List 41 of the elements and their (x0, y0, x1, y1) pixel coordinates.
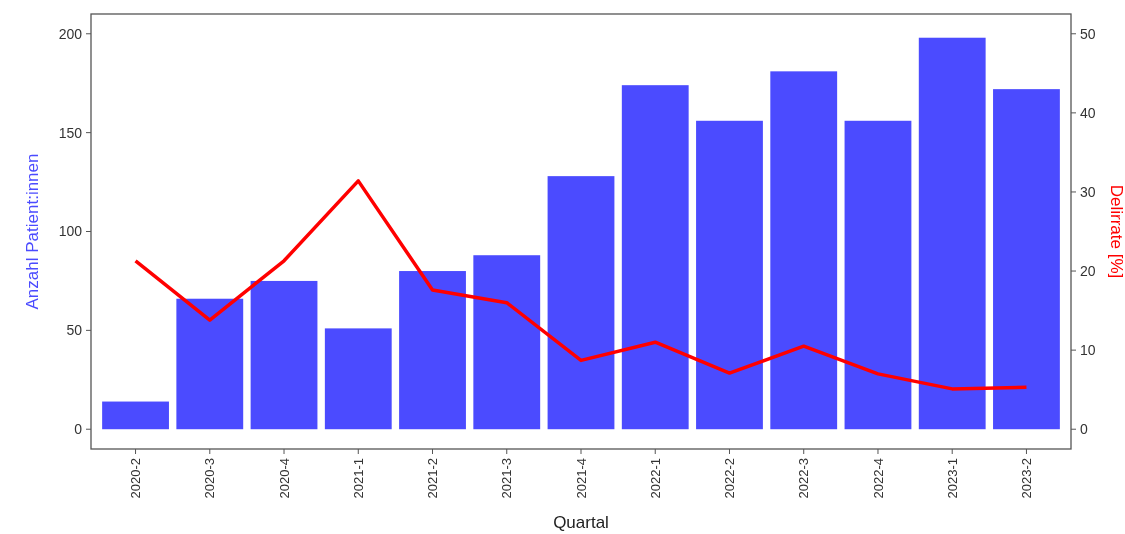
line-series (133, 179, 1029, 391)
x-tick-label: 2021-3 (499, 458, 515, 499)
bar (324, 328, 392, 430)
bar (399, 271, 466, 430)
x-tick-label: 2020-2 (128, 458, 144, 499)
bar (621, 85, 689, 430)
bar (547, 176, 615, 430)
bar (993, 89, 1060, 430)
x-tick-label: 2020-3 (202, 458, 218, 499)
y2-axis-title: Delirrate [%] (1107, 184, 1125, 279)
y2-tick-label: 30 (1080, 183, 1096, 200)
x-axis-title: Quartal (553, 513, 609, 532)
y-tick-label: 100 (58, 223, 83, 240)
x-tick-label: 2023-1 (944, 458, 960, 499)
y2-tick-label: 20 (1080, 262, 1096, 279)
y2-tick-label: 40 (1080, 104, 1096, 121)
y-axis-title: Anzahl Patient:innen (23, 153, 42, 310)
y-tick-label: 0 (74, 421, 83, 438)
x-tick-label: 2022-4 (870, 458, 886, 499)
y2-tick-label: 0 (1080, 421, 1088, 438)
bar (102, 401, 169, 430)
bar (770, 71, 838, 430)
bar (176, 298, 244, 430)
x-tick-label: 2021-1 (350, 458, 366, 499)
x-tick-label: 2022-2 (722, 458, 738, 499)
x-tick-label: 2020-4 (276, 458, 292, 499)
bar (473, 255, 541, 430)
x-tick-label: 2021-2 (425, 458, 441, 499)
y2-tick-label: 10 (1080, 342, 1096, 359)
y2-tick-label: 50 (1080, 25, 1096, 42)
y-tick-label: 50 (66, 322, 83, 339)
x-tick-label: 2021-4 (573, 458, 589, 499)
bar (696, 120, 763, 430)
x-tick-label: 2023-2 (1019, 458, 1034, 499)
bar (250, 280, 318, 430)
x-tick-label: 2022-1 (647, 458, 663, 499)
y-tick-label: 200 (58, 25, 83, 42)
y-tick-label: 150 (58, 124, 83, 141)
x-tick-label: 2022-3 (796, 458, 812, 499)
bar (844, 120, 912, 430)
bar (918, 37, 986, 430)
